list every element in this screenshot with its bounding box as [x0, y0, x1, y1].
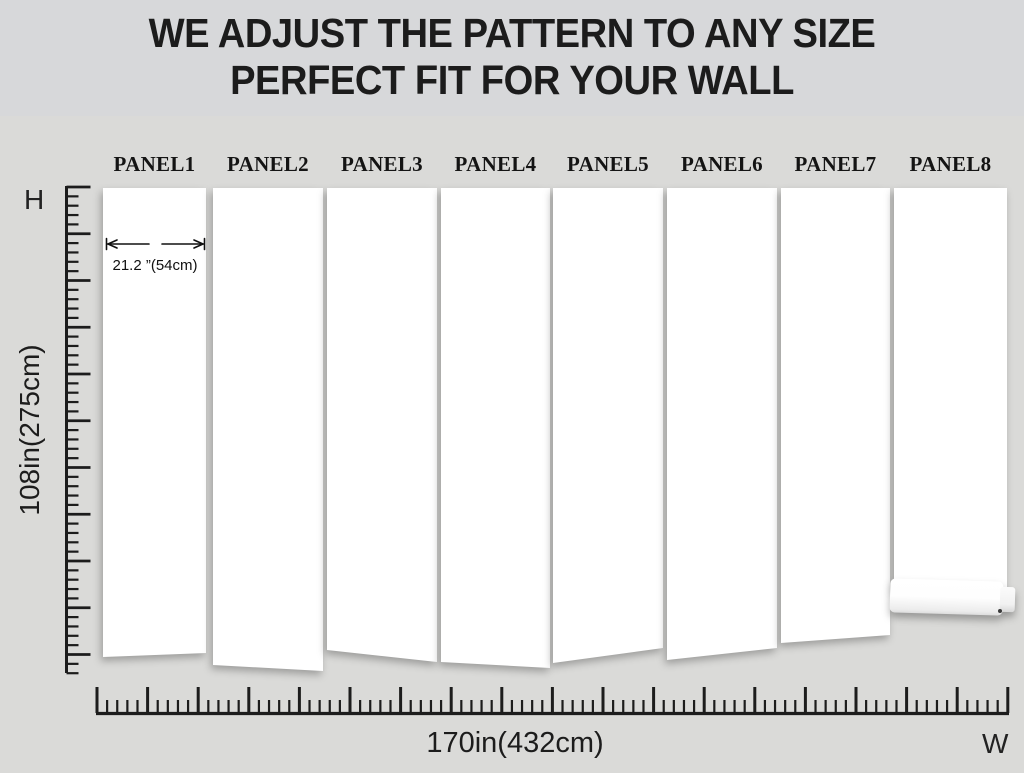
panel	[103, 188, 206, 657]
panel-sheet	[894, 188, 1007, 592]
panel-label: PANEL5	[567, 152, 649, 176]
panel-label: PANEL4	[454, 152, 537, 176]
width-ruler	[95, 687, 1010, 716]
dimension-arrow-icon	[105, 237, 206, 251]
wall-height-label: 108in(275cm)	[14, 344, 45, 516]
panel	[667, 188, 777, 660]
panel-width-label: 21.2 ”(54cm)	[112, 257, 198, 274]
wallpaper-roll-end-cap	[999, 586, 1016, 613]
header-band	[0, 0, 1024, 116]
panel-sheet	[781, 188, 890, 643]
panel	[894, 188, 1007, 592]
panel	[781, 188, 890, 643]
title-line-1: WE ADJUST THE PATTERN TO ANY SIZE	[148, 10, 876, 56]
panel-sheet	[441, 188, 550, 668]
panel-label: PANEL6	[681, 152, 763, 176]
panel-label: PANEL8	[909, 152, 992, 176]
title-line-2: PERFECT FIT FOR YOUR WALL	[230, 57, 794, 103]
height-axis-marker: H	[24, 184, 45, 215]
panel-sheet	[213, 188, 323, 671]
height-ruler	[65, 185, 91, 675]
wallpaper-roll-body	[889, 578, 1004, 616]
title-block: WE ADJUST THE PATTERN TO ANY SIZE PERFEC…	[0, 10, 1024, 104]
panel-sheet	[553, 188, 663, 663]
panel	[441, 188, 550, 668]
panel-sheet	[327, 188, 437, 662]
panel	[213, 188, 323, 671]
wallpaper-roll-edge-dot	[998, 609, 1002, 613]
width-axis-marker: W	[982, 728, 1009, 759]
panel-label: PANEL3	[341, 152, 423, 176]
panel	[553, 188, 663, 663]
panel-label: PANEL1	[113, 152, 196, 176]
panel-label: PANEL7	[794, 152, 877, 176]
panel-label: PANEL2	[227, 152, 309, 176]
wall-width-label: 170in(432cm)	[426, 727, 604, 759]
panel-sheet	[103, 188, 206, 657]
panel	[327, 188, 437, 662]
panel-sheet	[667, 188, 777, 660]
